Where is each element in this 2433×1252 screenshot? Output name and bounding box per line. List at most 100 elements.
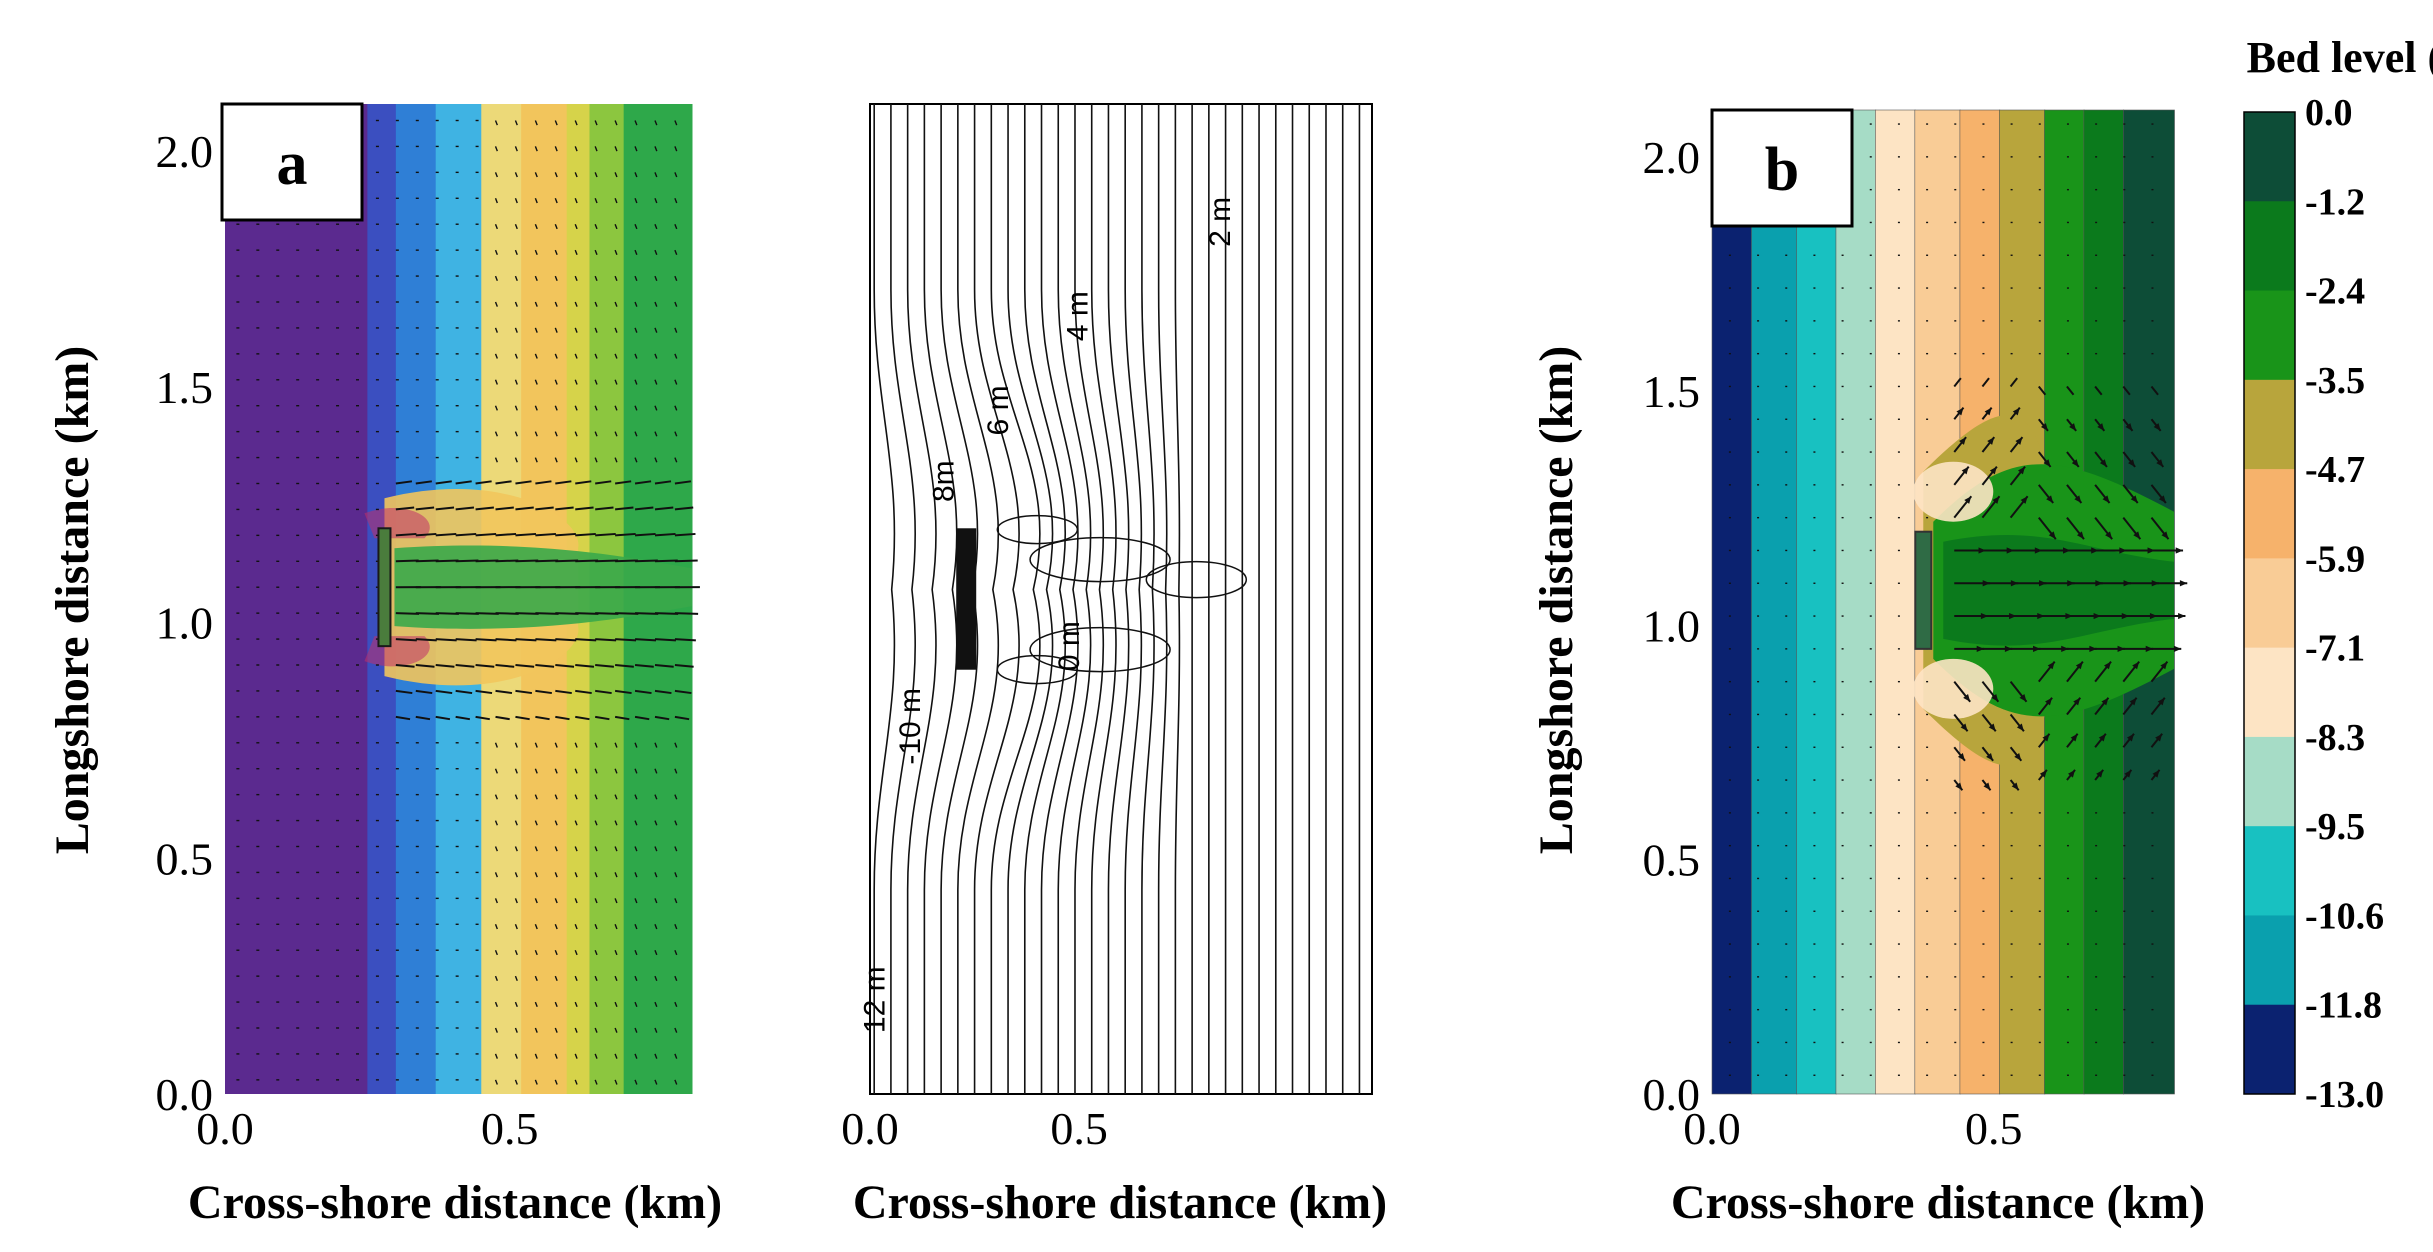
panel-a-arrow: [534, 146, 538, 152]
panel-a-arrow: [654, 872, 658, 878]
panel-a-arrow: [674, 172, 678, 178]
colorbar-block: [2244, 647, 2295, 738]
panel-b-arrow: [2122, 385, 2131, 396]
panel-a-arrow: [574, 1053, 578, 1059]
panel-a-arrow: [574, 379, 578, 385]
panel-a-arrow: [634, 794, 638, 800]
colorbar-frame: [2243, 111, 2296, 1095]
panel-a-arrow: [674, 198, 678, 204]
panel-a-arrow: [515, 480, 532, 485]
panel-b-arrowhead: [2069, 423, 2077, 431]
panel-b-arrowhead: [2043, 459, 2051, 467]
panel-a-arrow: [614, 146, 618, 152]
panel-b-arrowhead: [2071, 459, 2079, 467]
panel-a-arrow: [514, 431, 518, 437]
panel-a-arrow: [554, 172, 558, 178]
panel-a-arrow: [634, 327, 638, 333]
contour-line: [990, 104, 1041, 1094]
panel-a-arrow: [395, 532, 417, 537]
panel-a-arrow: [594, 275, 598, 281]
panel-a-arrow: [654, 898, 658, 904]
panel-a-arrow: [674, 846, 678, 852]
panel-a-arrow: [534, 353, 538, 359]
panel-a-arrow: [634, 506, 654, 511]
panel-a-arrow: [595, 506, 614, 511]
panel-b-arrowhead: [2073, 697, 2081, 706]
panel-b-arrowhead: [2011, 782, 2019, 791]
contour-x-tick-label: 0.0: [841, 1103, 899, 1154]
panel-a-arrow: [534, 742, 538, 748]
panel-b-band-1: [1751, 109, 1798, 1095]
panel-a-arrow: [594, 327, 598, 333]
panel-b-arrowhead: [2124, 769, 2132, 778]
panel-a-arrow: [674, 794, 678, 800]
colorbar-title: Bed level (m): [2247, 33, 2433, 82]
panel-a-arrow: [654, 405, 658, 411]
panel-a-arrow: [494, 768, 498, 774]
panel-a-y-axis-label: Longshore distance (km): [46, 346, 99, 854]
panel-a-arrow: [574, 820, 578, 826]
panel-b-arrowhead: [2089, 645, 2097, 652]
contour-label: -10 m: [894, 688, 927, 765]
panel-a-arrow: [455, 532, 477, 537]
colorbar-level-label: -3.5: [2305, 360, 2365, 402]
panel-b-arrowhead: [2178, 612, 2186, 620]
panel-b-arrowhead: [1988, 723, 1996, 732]
panel-b-arrowhead: [2096, 769, 2104, 778]
panel-b-arrowhead: [2014, 753, 2022, 761]
panel-a-arrow: [395, 689, 413, 695]
panel-a-arrow: [435, 506, 455, 511]
panel-a-arrow: [654, 949, 658, 956]
panel-a-y-tick-label: 0.5: [156, 833, 214, 884]
panel-a-arrow: [514, 379, 518, 385]
panel-a-arrow: [614, 353, 618, 359]
panel-a-arrow: [614, 715, 630, 721]
panel-b-scour-south: [1913, 658, 1994, 719]
panel-a-arrow: [575, 506, 594, 511]
panel-a-arrow: [674, 480, 692, 485]
panel-a-arrow: [634, 146, 638, 152]
colorbar-level-label: 0.0: [2305, 92, 2353, 134]
panel-a-arrow: [534, 949, 538, 956]
panel-a-arrow: [554, 794, 558, 800]
contour-closed: [1029, 536, 1171, 583]
panel-a-arrow: [554, 1053, 558, 1059]
panel-b-arrowhead: [2019, 694, 2027, 702]
contour-line: [923, 104, 958, 1094]
panel-a-arrow: [455, 612, 479, 615]
panel-a-arrow: [534, 1001, 538, 1007]
panel-a-arrow: [514, 898, 518, 904]
panel-a-arrow: [594, 1053, 598, 1059]
panel-a-arrow: [654, 846, 658, 852]
panel-a-arrow: [594, 223, 598, 230]
panel-a-arrow: [515, 689, 533, 695]
panel-a-arrow: [475, 638, 497, 642]
panel-a-arrow: [654, 146, 658, 152]
panel-a-arrow: [455, 715, 471, 721]
panel-a-arrow: [674, 457, 678, 463]
panel-a-arrow: [534, 975, 538, 982]
panel-a-arrow: [594, 949, 598, 956]
panel-a-arrow: [654, 379, 658, 385]
panel-a-arrow: [415, 506, 435, 511]
panel-a-arrow: [475, 612, 499, 615]
panel-a-arrow: [514, 1053, 518, 1059]
panel-a-arrow: [514, 353, 518, 359]
panel-a-arrow: [534, 1053, 538, 1059]
panel-a-band-0: [225, 104, 368, 1094]
panel-a-arrow: [634, 949, 638, 956]
panel-a-arrow: [634, 301, 638, 307]
panel-a-arrow: [634, 198, 638, 204]
panel-b-y-tick-label: 0.0: [1643, 1069, 1701, 1120]
panel-a-arrow: [495, 689, 513, 695]
panel-a-arrow: [614, 689, 632, 695]
panel-a-arrow: [494, 301, 498, 307]
panel-a-arrow: [475, 532, 497, 537]
panel-a-arrow: [535, 612, 559, 615]
panel-a-arrow: [654, 924, 658, 930]
panel-a-arrow: [595, 612, 619, 615]
panel-a-arrow: [674, 532, 696, 537]
panel-a-arrow: [674, 506, 694, 511]
panel-a-arrow: [654, 1079, 658, 1085]
panel-a-arrow: [654, 327, 658, 333]
